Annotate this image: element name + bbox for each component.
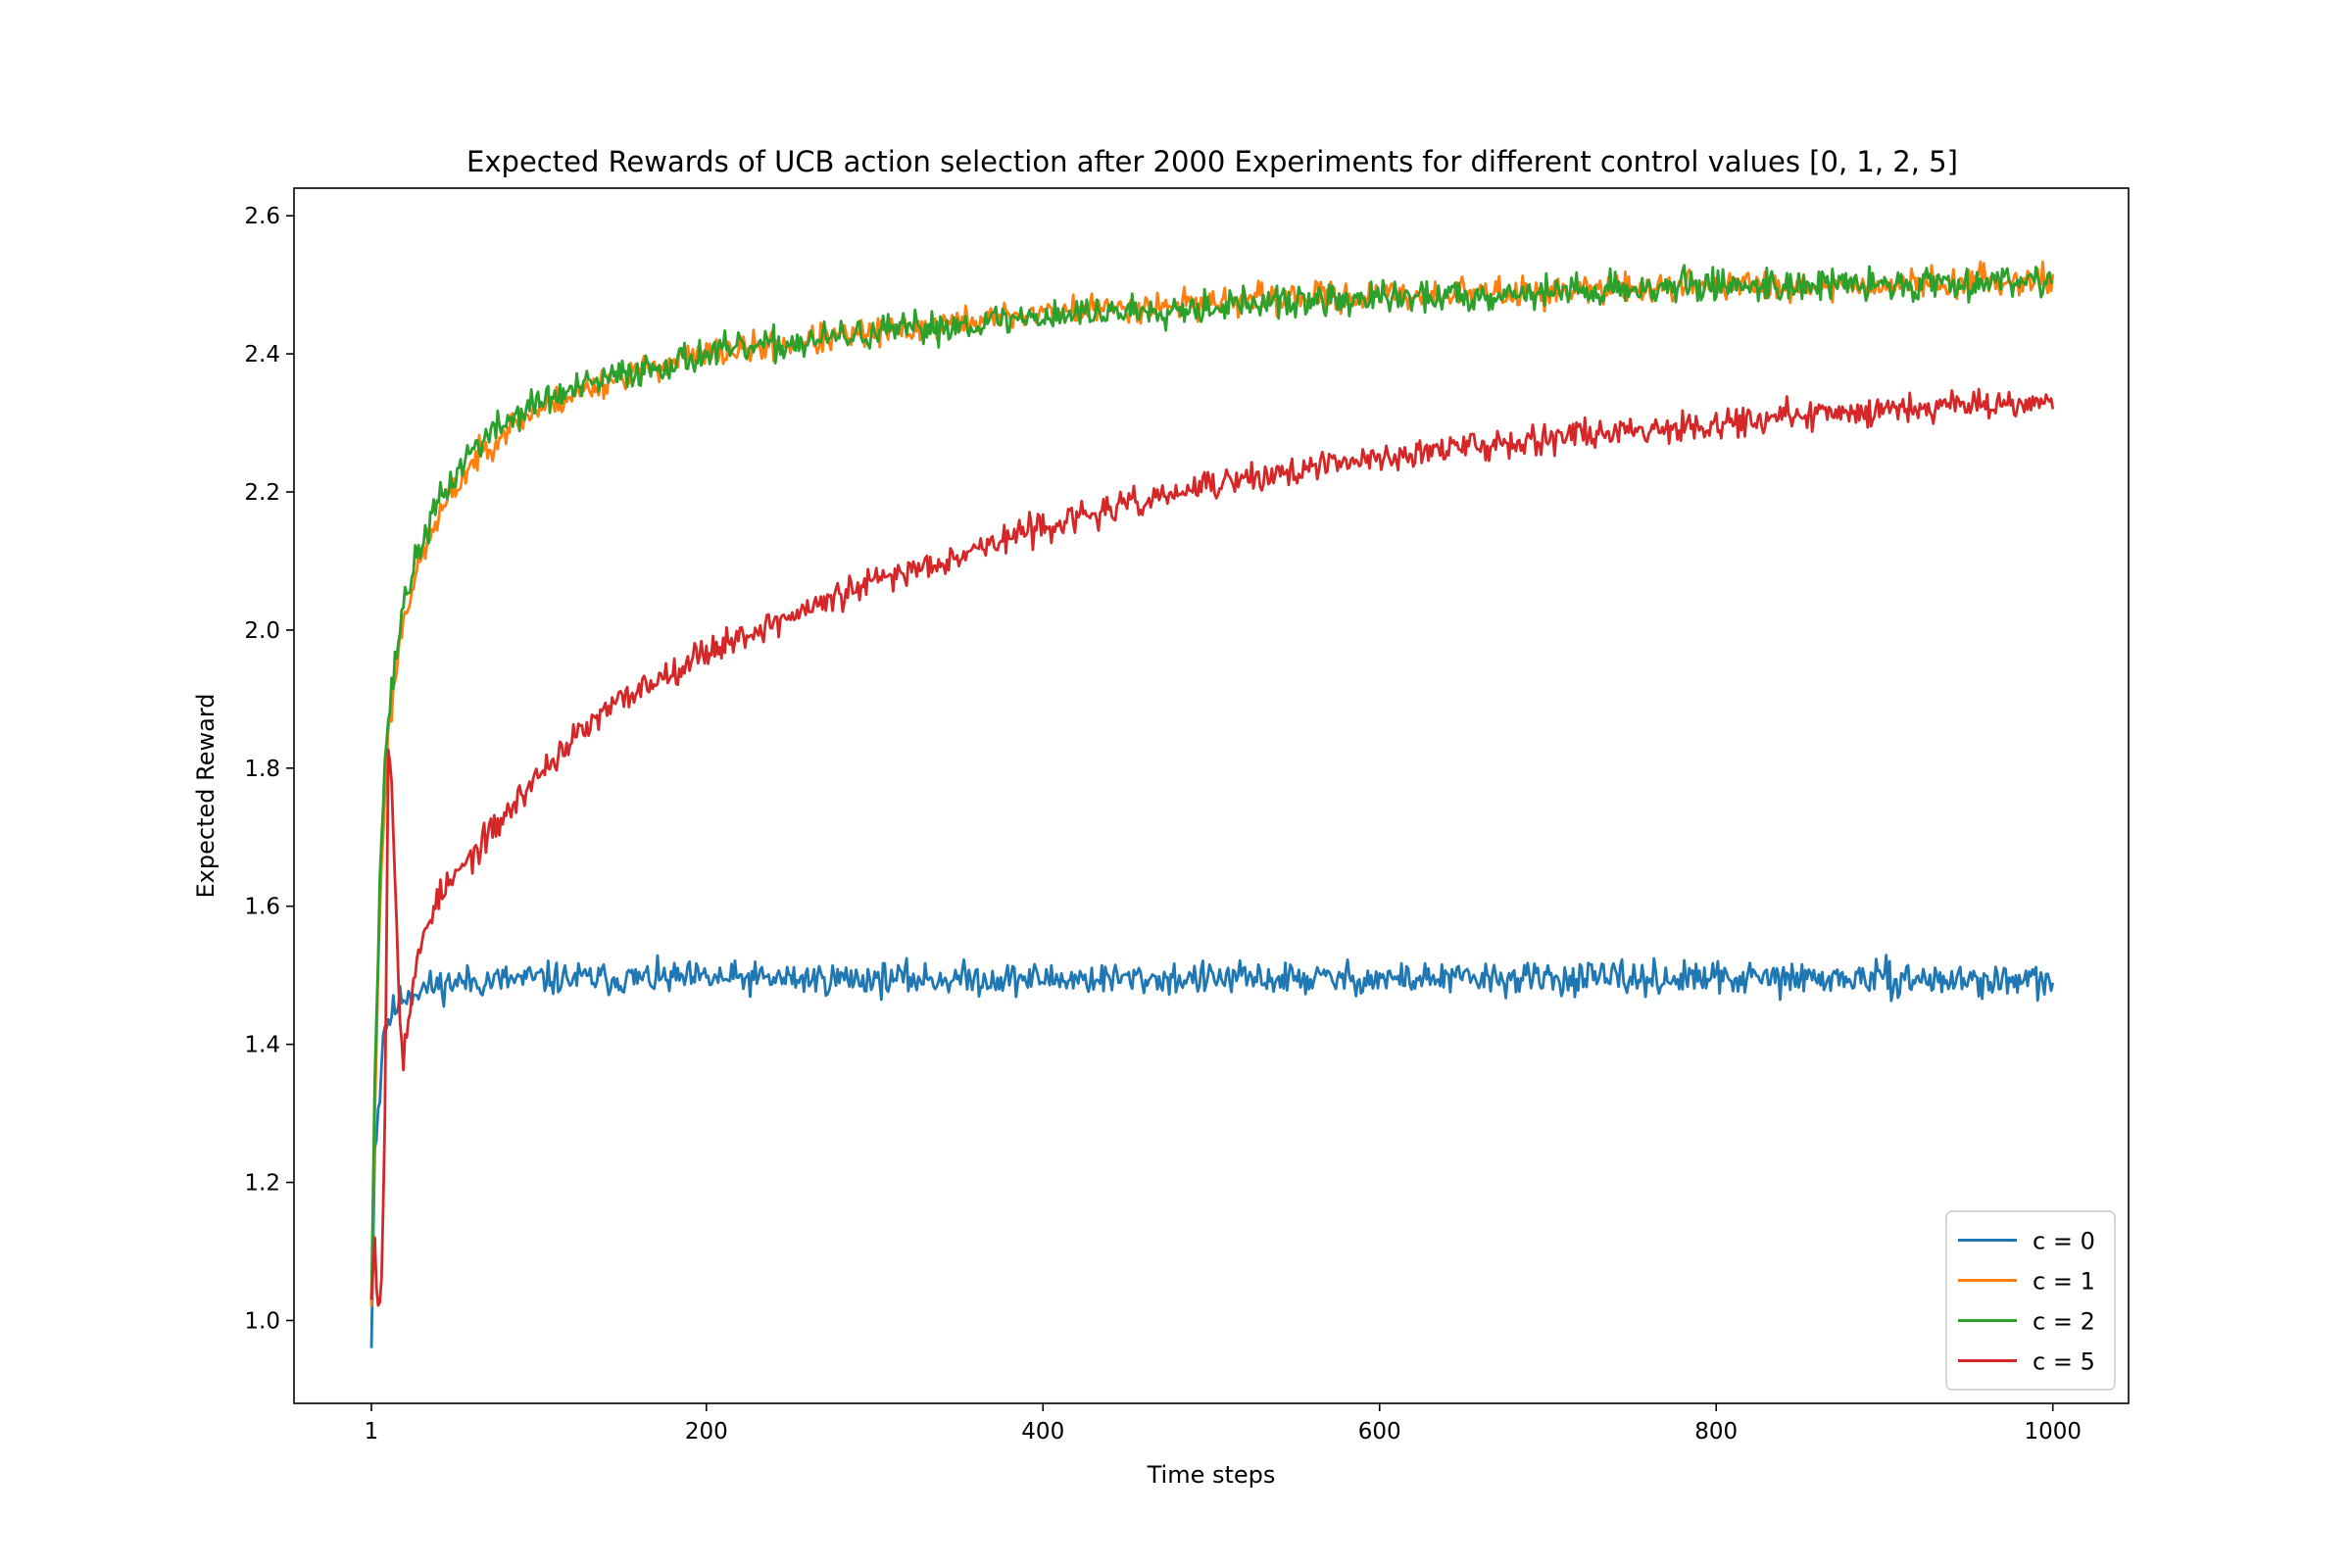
series-line-0 bbox=[369, 954, 2055, 1348]
legend-label-2: c = 2 bbox=[2033, 1308, 2095, 1336]
y-tick-label: 2.6 bbox=[244, 204, 280, 229]
y-tick-label: 1.6 bbox=[244, 895, 280, 920]
x-tick-label: 600 bbox=[1358, 1419, 1401, 1445]
y-tick-label: 1.8 bbox=[244, 757, 280, 782]
legend: c = 0 c = 1 c = 2 c = 5 bbox=[1945, 1210, 2116, 1391]
plot-area bbox=[369, 260, 2055, 1348]
y-tick-label: 1.2 bbox=[244, 1171, 280, 1197]
x-axis: 1 200 400 600 800 1000 bbox=[365, 1403, 2082, 1445]
legend-label-1: c = 1 bbox=[2033, 1268, 2095, 1296]
x-tick-label: 400 bbox=[1021, 1419, 1064, 1445]
legend-label-0: c = 0 bbox=[2033, 1228, 2095, 1255]
y-tick-label: 2.2 bbox=[244, 480, 280, 506]
x-tick-label: 1 bbox=[365, 1419, 379, 1445]
series-line-2 bbox=[369, 264, 2054, 1300]
plot-frame bbox=[293, 187, 2130, 1404]
y-tick-label: 2.0 bbox=[244, 618, 280, 644]
y-tick-label: 1.4 bbox=[244, 1033, 280, 1058]
x-axis-label: Time steps bbox=[1147, 1461, 1276, 1489]
chart-title: Expected Rewards of UCB action selection… bbox=[466, 145, 1958, 178]
x-tick-label: 1000 bbox=[2024, 1419, 2082, 1445]
y-axis: 1.0 1.2 1.4 1.6 1.8 2.0 2.2 2.4 2.6 bbox=[244, 204, 294, 1334]
x-tick-label: 800 bbox=[1694, 1419, 1738, 1445]
series-line-3 bbox=[369, 387, 2055, 1307]
y-tick-label: 1.0 bbox=[244, 1308, 280, 1334]
y-tick-label: 2.4 bbox=[244, 342, 280, 368]
x-tick-label: 200 bbox=[685, 1419, 728, 1445]
legend-label-3: c = 5 bbox=[2033, 1348, 2095, 1376]
legend-box bbox=[1945, 1210, 2116, 1391]
y-axis-label: Expected Reward bbox=[192, 694, 220, 899]
